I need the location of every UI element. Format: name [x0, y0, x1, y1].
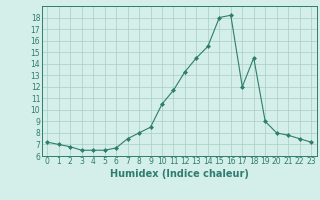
- X-axis label: Humidex (Indice chaleur): Humidex (Indice chaleur): [110, 169, 249, 179]
